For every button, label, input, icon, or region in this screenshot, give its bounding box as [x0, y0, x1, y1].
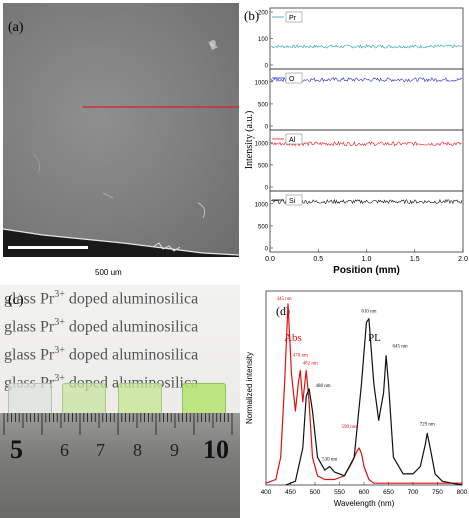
peak-annotation: 445 nm — [276, 297, 291, 302]
ruler-number: 10 — [203, 435, 229, 464]
x-tick: 1.0 — [362, 256, 372, 263]
sem-image — [3, 3, 239, 257]
scale-bar — [8, 246, 88, 249]
panel-a-label: (a) — [8, 20, 24, 35]
x-tick: 2.0 — [458, 256, 468, 263]
legend-label-Pr: Pr — [289, 15, 297, 22]
x-tick: 600 — [359, 489, 370, 496]
spectra-frame — [265, 290, 463, 486]
trace-Al — [270, 140, 463, 147]
scale-bar-text: 500 um — [95, 268, 122, 277]
y-tick-Al: 500 — [258, 163, 269, 169]
legend-Pr: Pr — [272, 11, 303, 23]
y-tick-O: 1000 — [255, 80, 269, 86]
panel-d-ylabel: Normalized intensity — [245, 352, 254, 424]
x-tick: 700 — [408, 489, 419, 496]
panel-b-label: (b) — [244, 8, 259, 23]
y-tick-Si: 0 — [265, 247, 269, 253]
panel-d-spectra: 400 450 500 550 600 650 700 750 800 Wavelength (n… — [240, 285, 469, 518]
peak-annotation: 729 nm — [420, 422, 435, 427]
ruler-number: 5 — [10, 435, 23, 464]
y-tick-O: 500 — [258, 102, 269, 108]
trace-O — [270, 77, 463, 83]
x-tick: 450 — [285, 489, 296, 496]
x-tick: 650 — [383, 489, 394, 496]
x-tick: 400 — [261, 489, 272, 496]
y-tick-Pr: 0 — [265, 64, 269, 70]
panel-d-label: (d) — [276, 304, 290, 318]
legend-label-Al: Al — [289, 137, 296, 144]
peak-annotation: 645 nm — [392, 345, 407, 350]
x-tick: 1.5 — [410, 256, 420, 263]
peak-annotation: 530 nm — [322, 458, 337, 463]
trace-Pr — [270, 44, 463, 49]
panel-b-ylabel: Intensity (a.u.) — [244, 111, 255, 170]
x-tick: 550 — [334, 489, 345, 496]
legend-O: O — [272, 72, 303, 84]
panel-b-xlabel: Position (mm) — [333, 265, 400, 276]
x-tick: 0.0 — [265, 256, 275, 263]
panel-c-label: (c) — [8, 293, 24, 308]
sem-texture — [3, 40, 239, 257]
y-tick-Si: 500 — [258, 224, 269, 230]
photo-text-line: glass Pr3+ doped aluminosilica — [4, 289, 199, 308]
legend-label-O: O — [289, 76, 295, 83]
y-tick-Pr: 100 — [258, 37, 269, 43]
x-tick: 800 — [457, 489, 468, 496]
peak-annotation: 590 nm — [342, 425, 357, 430]
x-tick: 750 — [432, 489, 443, 496]
peak-annotation: 488 nm — [316, 384, 331, 389]
x-tick: 500 — [310, 489, 321, 496]
y-tick-O: 0 — [265, 125, 269, 131]
y-tick-Pr: 200 — [258, 11, 269, 17]
legend-Si: Si — [272, 194, 303, 206]
photo-text-line: glass Pr3+ doped aluminosilica — [4, 317, 199, 336]
peak-annotation: 610 nm — [361, 310, 376, 315]
y-tick-Si: 1000 — [255, 202, 269, 208]
ruler — [0, 413, 240, 518]
y-tick-Al: 1000 — [255, 141, 269, 147]
series-PL — [285, 318, 463, 486]
trace-Si — [270, 198, 463, 205]
spectra-chart: 400 450 500 550 600 650 700 750 800 Wavelength (n… — [245, 290, 468, 508]
legend-Al: Al — [272, 133, 303, 145]
abs-series-label: Abs — [284, 332, 302, 344]
ruler-ticks — [3, 413, 233, 435]
ruler-number: 6 — [60, 440, 69, 460]
ruler-number: 8 — [133, 440, 142, 460]
ruler-number: 9 — [170, 440, 179, 460]
profiles-chart: (b) Intensity (a.u.) 0 100 200 Pr 0 500 1000 O 0 50… — [244, 7, 468, 276]
peak-annotation: 482 nm — [303, 361, 318, 366]
peak-annotation: 470 nm — [293, 353, 308, 358]
x-tick: 0.5 — [313, 256, 323, 263]
photo-text-line: glass Pr3+ doped aluminosilica — [4, 345, 199, 364]
legend-label-Si: Si — [289, 198, 296, 205]
panel-b-profiles: (b) Intensity (a.u.) 0 100 200 Pr 0 500 1000 O 0 50… — [240, 0, 469, 280]
pl-series-label: PL — [368, 332, 381, 344]
panel-d-xlabel: Wavelength (nm) — [334, 499, 395, 508]
ruler-number: 7 — [96, 440, 105, 460]
y-tick-Al: 0 — [265, 186, 269, 192]
series-Abs — [265, 303, 462, 484]
panel-c-photo: glass Pr3+ doped aluminosilica glass Pr3+… — [0, 285, 240, 518]
panel-a-sem: (a) 500 um — [0, 0, 240, 280]
